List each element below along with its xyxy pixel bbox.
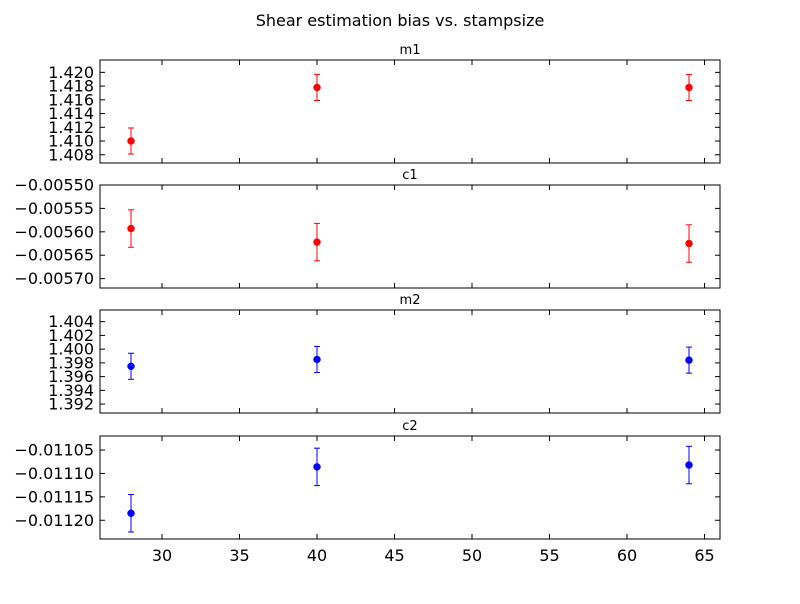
y-tick-label: 1.402 [48,326,94,345]
x-tick-label: 65 [694,546,714,565]
y-tick-label: −0.01110 [14,464,94,483]
data-point [127,224,135,233]
panel-title: m2 [400,293,421,308]
panel-frame [99,59,721,164]
y-tick-label: −0.01105 [14,441,94,460]
data-point [685,239,693,248]
x-tick-label: 55 [539,546,559,565]
y-tick-label: 1.412 [48,118,94,137]
y-tick-label: −0.00560 [14,222,94,241]
x-tick-label: 45 [384,546,404,565]
y-tick-label: −0.00565 [14,246,94,265]
y-tick-label: 1.416 [48,90,94,109]
data-point [313,463,321,471]
y-tick-label: 1.420 [48,63,94,82]
y-tick-label: −0.01115 [14,487,94,506]
data-point [127,362,135,371]
x-tick-label: 30 [152,546,172,565]
x-tick-label: 50 [462,546,482,565]
y-tick-label: 1.408 [48,145,94,164]
x-tick-label: 35 [229,546,249,565]
data-point [685,356,693,364]
y-tick-label: 1.398 [48,353,94,372]
data-point [127,137,135,145]
data-point [685,461,693,469]
panel-title: c1 [402,168,417,183]
data-point [685,83,693,92]
panel-frame [99,184,721,289]
data-point [313,355,321,364]
y-tick-label: 1.392 [48,395,94,414]
data-point [127,509,135,517]
x-tick-label: 40 [307,546,327,565]
y-tick-label: 1.410 [48,132,94,151]
panel-title: c2 [402,419,417,434]
y-tick-label: 1.400 [48,340,94,359]
y-tick-label: 1.414 [48,104,94,123]
y-tick-label: −0.00570 [14,269,94,288]
panel-title: m1 [400,43,421,58]
y-tick-label: −0.01120 [14,511,94,530]
panel-frame [99,309,721,414]
y-tick-label: −0.00555 [14,199,94,218]
panel-frame [99,435,721,540]
chart-title: Shear estimation bias vs. stampsize [256,11,545,30]
y-tick-label: 1.404 [48,312,94,331]
y-tick-label: 1.418 [48,77,94,96]
y-tick-label: −0.00550 [14,176,94,195]
data-point [313,238,321,246]
y-tick-label: 1.394 [48,381,94,400]
x-tick-label: 60 [617,546,637,565]
data-point [313,83,321,92]
y-tick-label: 1.396 [48,367,94,386]
